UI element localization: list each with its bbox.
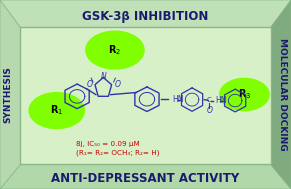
Text: GSK-3β INHIBITION: GSK-3β INHIBITION [82,10,209,22]
Polygon shape [0,0,20,189]
Polygon shape [0,0,291,27]
Circle shape [86,31,144,69]
Circle shape [29,93,84,129]
Text: C: C [207,97,212,103]
FancyBboxPatch shape [20,27,271,164]
Text: MOLECULAR DOCKING: MOLECULAR DOCKING [278,38,287,151]
Text: SYNTHESIS: SYNTHESIS [4,66,13,123]
Text: O: O [206,106,212,115]
Circle shape [220,78,269,111]
Text: HN: HN [215,96,227,105]
Text: R$_3$: R$_3$ [238,88,251,101]
Text: ANTI-DEPRESSANT ACTIVITY: ANTI-DEPRESSANT ACTIVITY [52,172,239,185]
Text: O: O [86,80,92,89]
Text: 8j, IC₅₀ = 0.09 μM
(R₁= R₂= OCH₃; R₂= H): 8j, IC₅₀ = 0.09 μM (R₁= R₂= OCH₃; R₂= H) [76,141,159,156]
Text: HN: HN [172,95,184,104]
Text: R$_1$: R$_1$ [50,104,63,118]
Polygon shape [0,164,291,189]
Text: N: N [100,72,106,81]
Text: O: O [114,80,120,89]
Polygon shape [271,0,291,189]
Text: R$_2$: R$_2$ [108,43,122,57]
